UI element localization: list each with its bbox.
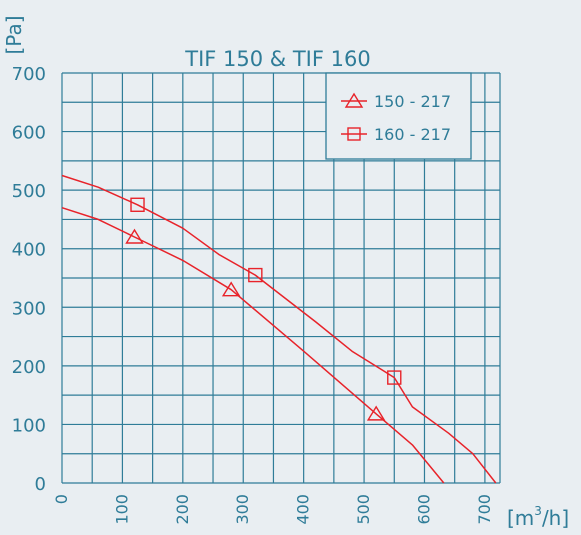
y-tick-label: 300 <box>12 298 46 319</box>
x-tick-label: 700 <box>475 494 494 525</box>
legend-box <box>325 72 472 160</box>
series-line <box>61 174 497 484</box>
y-tick-label: 500 <box>12 181 46 202</box>
data-point-square <box>130 197 145 212</box>
data-point-triangle <box>221 281 241 297</box>
data-point-square <box>248 267 263 283</box>
series-line <box>61 206 445 484</box>
legend-marker-triangle <box>344 92 364 108</box>
y-tick-label: 700 <box>12 64 46 85</box>
legend-label: 150 - 217 <box>374 92 451 111</box>
data-point-triangle <box>366 405 386 421</box>
series-layer <box>61 174 497 484</box>
data-point-triangle <box>125 228 144 244</box>
y-axis-label: [Pa] <box>2 15 26 54</box>
x-axis-label: [m3/h] <box>507 504 569 530</box>
tick-layer: 0 100 200 300 400 500 600 700 0 100 200 300 400 500 60… <box>12 64 494 525</box>
x-tick-label: 500 <box>354 494 373 525</box>
x-tick-label: 200 <box>173 494 192 525</box>
y-tick-label: 0 <box>35 474 46 495</box>
chart-title: TIF 150 & TIF 160 <box>184 47 370 71</box>
y-tick-label: 600 <box>12 123 46 144</box>
x-tick-label: 600 <box>414 494 433 525</box>
x-tick-label: 400 <box>294 494 313 525</box>
x-tick-label: 300 <box>233 494 252 525</box>
legend-marker-square <box>347 127 361 141</box>
legend: 150 - 217 160 - 217 <box>341 92 451 144</box>
data-point-square <box>387 370 402 385</box>
y-tick-label: 200 <box>12 357 46 378</box>
x-tick-label: 0 <box>52 494 71 504</box>
x-tick-label: 100 <box>112 494 131 525</box>
y-tick-label: 400 <box>12 240 46 261</box>
legend-label: 160 - 217 <box>374 125 451 144</box>
y-tick-label: 100 <box>12 415 46 436</box>
